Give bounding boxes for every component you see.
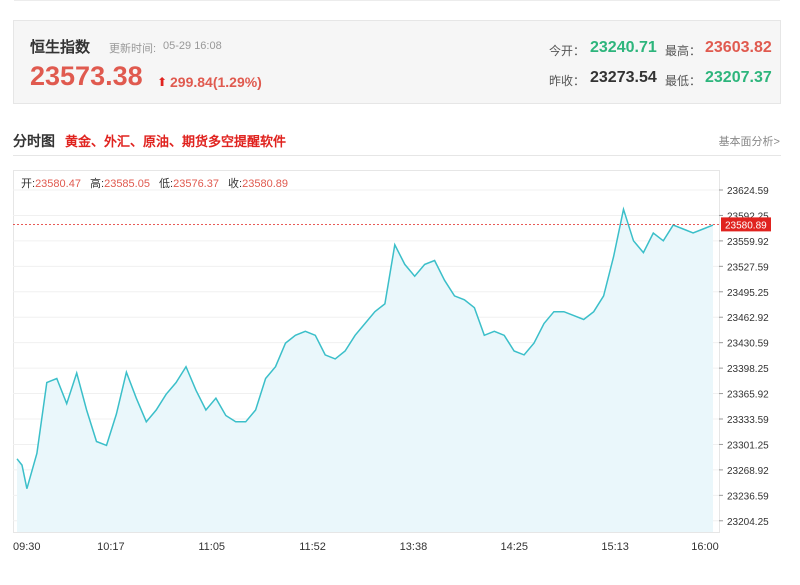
- current-price-tag-bg: [721, 217, 771, 232]
- ohlc-high-label: 高:: [90, 176, 104, 190]
- low-value: 23207.37: [705, 69, 772, 86]
- open-label: 今开：: [549, 44, 586, 58]
- x-tick-label: 11:52: [299, 541, 326, 553]
- chart-svg: 23624.59 23592.25 23559.92 23527.59 23495.25…: [13, 170, 771, 553]
- price-area: [17, 209, 713, 533]
- prev-close-value: 23273.54: [590, 69, 657, 86]
- y-tick-label: 23268.92: [727, 466, 769, 477]
- index-summary-panel: 恒生指数 更新时间: 05-29 16:08 23573.38 ⬆ 299.84…: [13, 20, 781, 104]
- price-change: 299.84(1.29%): [170, 74, 262, 90]
- x-axis: 09:30 10:17 11:05 11:52 13:38 14:25 15:13 16:00: [13, 541, 719, 553]
- ohlc-readout: 开:23580.47 高:23585.05 低:23576.37 收:23580…: [21, 176, 288, 190]
- y-tick-label: 23462.92: [727, 313, 769, 324]
- x-tick-label: 10:17: [97, 541, 125, 553]
- low-label: 最低：: [665, 74, 702, 88]
- y-tick-label: 23559.92: [727, 237, 769, 248]
- y-tick-label: 23236.59: [727, 491, 769, 502]
- open-value: 23240.71: [590, 39, 657, 56]
- promo-link[interactable]: 黄金、外汇、原油、期货多空提醒软件: [65, 134, 287, 149]
- y-tick-label: 23527.59: [727, 262, 769, 273]
- ohlc-close-label: 收:: [228, 176, 242, 190]
- ohlc-close-value: 23580.89: [242, 178, 288, 190]
- current-price-tag: 23580.89: [721, 217, 771, 232]
- y-tick-label: 23430.59: [727, 339, 769, 350]
- price-line: [16, 206, 714, 489]
- x-tick-label: 13:38: [400, 541, 428, 553]
- current-price-tag-label: 23580.89: [725, 220, 767, 231]
- y-tick-label: 23624.59: [727, 186, 769, 197]
- up-arrow-icon: ⬆: [157, 75, 168, 89]
- y-tick-label: 23398.25: [727, 364, 769, 375]
- y-tick-label: 23592.25: [727, 211, 769, 222]
- x-tick-label: 09:30: [13, 541, 41, 553]
- y-tick-label: 23301.25: [727, 440, 769, 451]
- section-title: 分时图: [13, 133, 55, 149]
- current-price: 23573.38: [30, 61, 143, 91]
- y-tick-label: 23333.59: [727, 415, 769, 426]
- y-tick-label: 23365.92: [727, 390, 769, 401]
- ohlc-low-value: 23576.37: [173, 178, 219, 190]
- intraday-chart[interactable]: 23624.59 23592.25 23559.92 23527.59 23495.25…: [13, 170, 783, 560]
- update-time-label: 更新时间:: [109, 43, 157, 55]
- ohlc-open-label: 开:: [21, 178, 35, 190]
- prev-close-label: 昨收：: [549, 74, 586, 88]
- ohlc-low-label: 低:: [159, 177, 173, 190]
- x-tick-label: 11:05: [198, 541, 225, 553]
- update-time-value: 05-29 16:08: [163, 40, 222, 52]
- x-tick-label: 15:13: [601, 541, 629, 553]
- ohlc-high-value: 23585.05: [104, 178, 150, 190]
- y-tick-label: 23204.25: [727, 517, 769, 528]
- high-label: 最高：: [665, 44, 702, 58]
- y-tick-label: 23495.25: [727, 288, 769, 299]
- index-name: 恒生指数: [30, 39, 91, 56]
- ohlc-open-value: 23580.47: [35, 178, 81, 190]
- ohlc-line: 开:23580.47 高:23585.05 低:23576.37 收:23580…: [21, 176, 288, 190]
- high-value: 23603.82: [705, 39, 772, 56]
- section-divider: [13, 155, 781, 156]
- top-divider: [14, 0, 780, 1]
- fundamental-analysis-link[interactable]: 基本面分析>: [718, 136, 780, 148]
- x-tick-label: 16:00: [691, 541, 719, 553]
- x-tick-label: 14:25: [501, 541, 529, 553]
- y-axis: 23624.59 23592.25 23559.92 23527.59 23495.25…: [719, 186, 769, 528]
